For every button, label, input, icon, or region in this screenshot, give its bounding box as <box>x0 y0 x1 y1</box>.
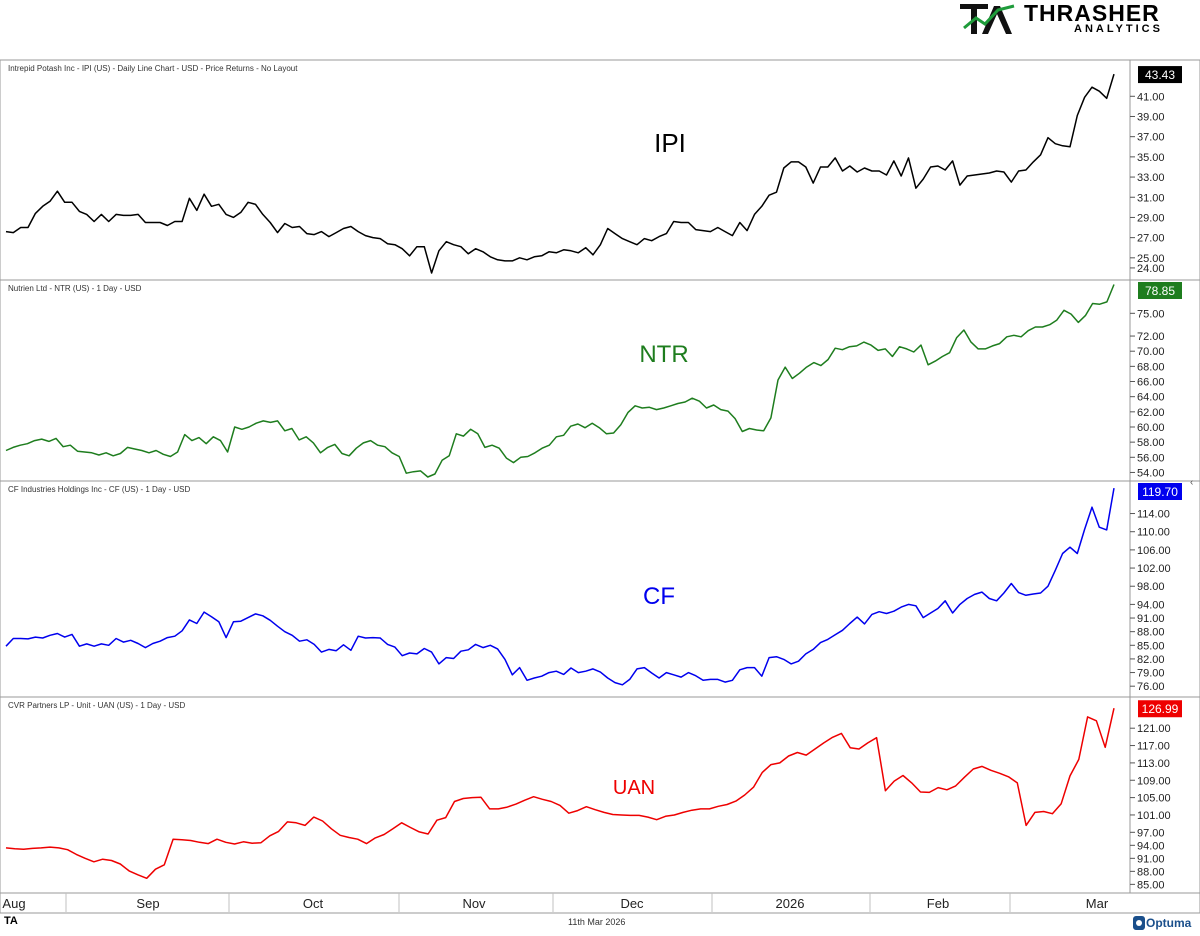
y-tick-label: 35.00 <box>1137 152 1165 164</box>
x-tick-label: Nov <box>462 896 486 911</box>
series-line-cf <box>5 487 1115 686</box>
y-tick-label: 64.00 <box>1137 392 1165 404</box>
series-label-cf: CF <box>643 583 675 610</box>
y-tick-label: 29.00 <box>1137 212 1165 224</box>
optuma-brand: Optuma <box>1146 916 1192 930</box>
series-label-ipi: IPI <box>654 128 686 158</box>
y-tick-label: 117.00 <box>1137 741 1170 753</box>
x-axis-strip <box>0 892 1200 914</box>
y-tick-label: 27.00 <box>1137 233 1165 245</box>
y-tick-label: 101.00 <box>1137 810 1171 822</box>
y-tick-label: 72.00 <box>1137 331 1165 343</box>
y-tick-label: 33.00 <box>1137 172 1165 184</box>
collapse-arrow-icon[interactable]: ‹ <box>1190 477 1193 488</box>
panel-frame <box>0 279 1200 482</box>
y-tick-label: 76.00 <box>1137 681 1165 693</box>
x-tick-label: Aug <box>2 896 25 911</box>
y-tick-label: 102.00 <box>1137 563 1171 575</box>
y-tick-label: 70.00 <box>1137 346 1165 358</box>
last-value-box <box>1138 66 1182 84</box>
optuma-logo-icon <box>1133 916 1145 930</box>
y-tick-label: 58.00 <box>1137 437 1165 449</box>
panel-header: CF Industries Holdings Inc - CF (US) - 1… <box>8 485 190 494</box>
x-tick-label: Sep <box>136 896 159 911</box>
y-tick-label: 82.00 <box>1137 654 1165 666</box>
y-tick-label: 54.00 <box>1137 467 1165 479</box>
panel-ipi: Intrepid Potash Inc - IPI (US) - Daily L… <box>0 59 1200 281</box>
x-tick-label: Mar <box>1086 896 1109 911</box>
y-tick-label: 105.00 <box>1137 793 1171 805</box>
x-tick-label: Oct <box>303 896 324 911</box>
last-value-label: 78.85 <box>1145 284 1175 298</box>
last-value-label: 43.43 <box>1145 68 1175 82</box>
y-tick-label: 66.00 <box>1137 377 1165 389</box>
series-line-ntr <box>5 284 1115 478</box>
panel-ntr: Nutrien Ltd - NTR (US) - 1 Day - USD 75.0… <box>0 279 1200 482</box>
logo-wordmark: THRASHER <box>1024 0 1160 26</box>
y-tick-label: 39.00 <box>1137 111 1165 123</box>
last-value-label: 126.99 <box>1142 702 1179 716</box>
panel-frame <box>0 480 1200 698</box>
last-value-label: 119.70 <box>1142 485 1178 499</box>
y-tick-label: 91.00 <box>1137 613 1165 625</box>
y-tick-label: 121.00 <box>1137 723 1171 735</box>
y-tick-label: 75.00 <box>1137 308 1165 320</box>
y-tick-label: 91.00 <box>1137 853 1165 865</box>
last-value-box <box>1138 483 1182 500</box>
footer-ta-mark: TA <box>4 915 18 927</box>
y-tick-label: 56.00 <box>1137 452 1165 464</box>
x-tick-label: 2026 <box>776 896 805 911</box>
y-tick-label: 114.00 <box>1137 509 1170 521</box>
y-tick-label: 97.00 <box>1137 827 1165 839</box>
panel-cf: CF Industries Holdings Inc - CF (US) - 1… <box>0 480 1200 698</box>
y-tick-label: 41.00 <box>1137 91 1165 103</box>
y-tick-label: 60.00 <box>1137 422 1165 434</box>
y-tick-label: 85.00 <box>1137 640 1165 652</box>
panel-uan: CVR Partners LP - Unit - UAN (US) - 1 Da… <box>0 696 1200 894</box>
y-tick-label: 24.00 <box>1137 263 1165 275</box>
panel-frame <box>0 59 1200 281</box>
y-tick-label: 62.00 <box>1137 407 1165 419</box>
y-tick-label: 110.00 <box>1137 527 1170 539</box>
y-tick-label: 68.00 <box>1137 361 1165 373</box>
x-tick-label: Dec <box>620 896 644 911</box>
panel-header: CVR Partners LP - Unit - UAN (US) - 1 Da… <box>8 701 185 710</box>
y-tick-label: 31.00 <box>1137 192 1165 204</box>
last-value-box <box>1138 700 1182 718</box>
series-label-uan: UAN <box>613 777 655 799</box>
series-line-uan <box>5 708 1115 880</box>
panel-header: Nutrien Ltd - NTR (US) - 1 Day - USD <box>8 284 142 293</box>
y-tick-label: 94.00 <box>1137 840 1165 852</box>
y-tick-label: 94.00 <box>1137 599 1165 611</box>
y-tick-label: 106.00 <box>1137 545 1171 557</box>
logo-subtitle: ANALYTICS <box>1074 23 1163 35</box>
y-tick-label: 109.00 <box>1137 775 1171 787</box>
x-tick-label: Feb <box>927 896 949 911</box>
last-value-box <box>1138 282 1182 299</box>
series-line-ipi <box>5 73 1115 274</box>
series-label-ntr: NTR <box>639 341 688 368</box>
y-tick-label: 88.00 <box>1137 866 1165 878</box>
y-tick-label: 113.00 <box>1137 758 1170 770</box>
y-tick-label: 88.00 <box>1137 627 1165 639</box>
y-tick-label: 25.00 <box>1137 253 1165 265</box>
y-tick-label: 79.00 <box>1137 668 1165 680</box>
y-tick-label: 37.00 <box>1137 132 1165 144</box>
thrasher-logo-icon <box>960 4 1015 34</box>
panel-header: Intrepid Potash Inc - IPI (US) - Daily L… <box>8 64 298 73</box>
footer-date: 11th Mar 2026 <box>568 917 626 927</box>
y-tick-label: 85.00 <box>1137 879 1165 891</box>
y-tick-label: 98.00 <box>1137 581 1165 593</box>
